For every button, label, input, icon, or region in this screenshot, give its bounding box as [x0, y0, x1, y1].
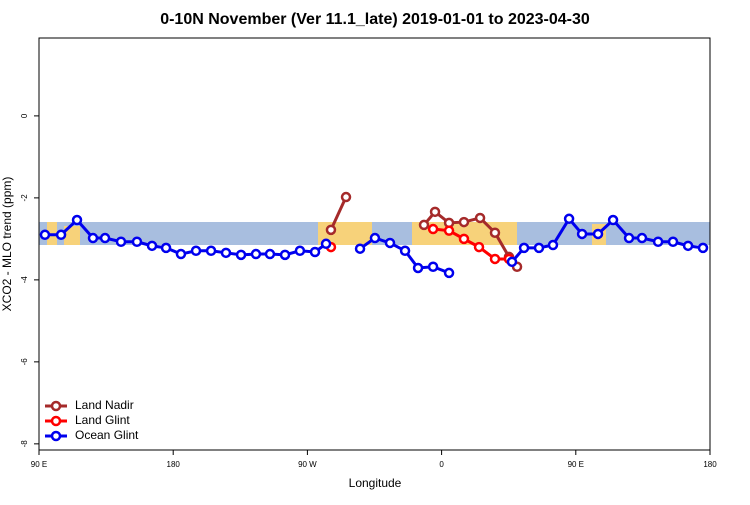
- x-tick-label: 90 W: [298, 460, 317, 469]
- y-tick-label: 0: [20, 113, 29, 118]
- data-point: [340, 191, 352, 203]
- y-tick-label: -2: [20, 194, 29, 202]
- data-point: [506, 256, 518, 268]
- data-point: [175, 248, 187, 260]
- data-point: [235, 249, 247, 261]
- data-point: [563, 213, 575, 225]
- data-point: [264, 248, 276, 260]
- data-point: [220, 247, 232, 259]
- data-point: [325, 224, 337, 236]
- data-point: [489, 227, 501, 238]
- land-area: [64, 226, 80, 245]
- data-point: [682, 240, 694, 252]
- data-point: [384, 237, 396, 249]
- data-point: [518, 242, 530, 254]
- y-tick-label: -8: [20, 440, 29, 448]
- data-point: [39, 229, 51, 241]
- data-point: [429, 206, 441, 218]
- data-point: [146, 240, 158, 252]
- data-point: [71, 214, 83, 226]
- data-point: [607, 214, 619, 226]
- data-point: [279, 249, 291, 261]
- data-point: [87, 232, 99, 244]
- data-point: [474, 212, 486, 224]
- data-point: [55, 229, 67, 241]
- legend-marker: [50, 400, 62, 412]
- data-point: [473, 241, 485, 253]
- data-point: [190, 245, 202, 257]
- data-point: [250, 248, 262, 260]
- data-point: [412, 262, 424, 274]
- data-point: [427, 261, 439, 273]
- legend-marker: [50, 415, 62, 427]
- data-point: [320, 238, 332, 250]
- x-axis-label: Longitude: [349, 476, 402, 490]
- data-point: [652, 236, 664, 247]
- data-point: [533, 242, 545, 254]
- data-point: [697, 242, 709, 254]
- data-point: [309, 246, 321, 258]
- data-point: [99, 232, 111, 244]
- data-point: [458, 233, 470, 245]
- y-tick-label: -4: [20, 276, 29, 284]
- x-tick-label: 180: [703, 460, 717, 469]
- y-tick-label: -6: [20, 358, 29, 366]
- legend-label: Land Nadir: [75, 398, 134, 412]
- x-tick-label: 0: [439, 460, 444, 469]
- data-point: [443, 225, 455, 236]
- data-point: [443, 267, 455, 279]
- data-point: [427, 223, 439, 235]
- data-point: [547, 239, 559, 251]
- data-point: [205, 245, 217, 257]
- x-tick-label: 90 E: [568, 460, 584, 469]
- data-point: [636, 232, 648, 244]
- data-point: [160, 242, 172, 254]
- data-point: [418, 219, 430, 231]
- x-tick-label: 180: [167, 460, 181, 469]
- legend-label: Ocean Glint: [75, 428, 139, 442]
- data-point: [489, 253, 501, 265]
- plot-frame: [38, 37, 711, 451]
- data-point: [576, 228, 588, 240]
- data-point: [399, 245, 411, 257]
- legend-marker: [50, 430, 62, 442]
- data-point: [369, 232, 381, 244]
- data-point: [592, 228, 604, 240]
- x-tick-label: 90 E: [31, 460, 47, 469]
- data-point: [131, 236, 143, 247]
- data-point: [115, 236, 127, 247]
- data-point: [294, 245, 306, 257]
- chart-title: 0-10N November (Ver 11.1_late) 2019-01-0…: [160, 11, 590, 28]
- y-axis-label: XCO2 - MLO trend (ppm): [0, 177, 14, 312]
- data-point: [623, 232, 635, 244]
- data-point: [458, 216, 470, 228]
- legend-label: Land Glint: [75, 413, 130, 427]
- data-point: [354, 243, 366, 254]
- data-point: [667, 236, 679, 247]
